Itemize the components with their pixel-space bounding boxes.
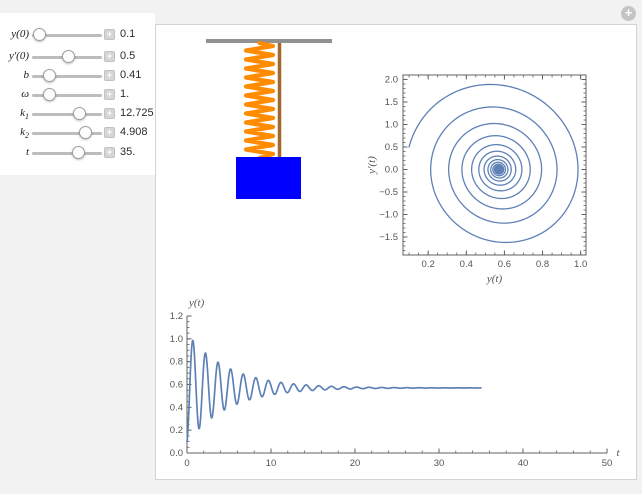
slider-label-y0: y(0) bbox=[11, 28, 29, 40]
phase-y-tick-label: 1.0 bbox=[385, 120, 398, 131]
plus-icon: + bbox=[106, 70, 113, 80]
control-row-yp0: y'(0) + 0.5 bbox=[0, 47, 155, 67]
slider-label-omega: ω bbox=[21, 88, 29, 100]
slider-label-k2: k2 bbox=[20, 126, 29, 141]
spring-mass-graphic bbox=[206, 39, 332, 199]
slider-value-k1: 12.725 bbox=[120, 107, 154, 119]
phase-x-tick-label: 0.8 bbox=[536, 259, 549, 270]
slider-label-k1: k1 bbox=[20, 107, 29, 122]
phase-y-tick-label: 1.5 bbox=[385, 97, 398, 108]
stepper-open-button[interactable]: + bbox=[104, 147, 115, 158]
slider-label-b: b bbox=[23, 69, 30, 81]
slider-label-t: t bbox=[25, 146, 29, 158]
slider-thumb[interactable] bbox=[73, 107, 86, 120]
slider-value-omega: 1. bbox=[120, 88, 130, 100]
control-row-omega: ω + 1. bbox=[0, 85, 155, 105]
control-row-b: b + 0.41 bbox=[0, 66, 155, 86]
slider-omega[interactable] bbox=[32, 87, 102, 103]
phase-x-tick-label: 1.0 bbox=[574, 259, 587, 270]
time-y-tick-label: 0.6 bbox=[170, 380, 183, 391]
time-y-tick-label: 1.2 bbox=[170, 311, 183, 322]
slider-y0[interactable] bbox=[32, 27, 102, 43]
slider-thumb[interactable] bbox=[33, 28, 47, 41]
slider-thumb[interactable] bbox=[61, 50, 75, 63]
time-x-tick-label: 30 bbox=[434, 458, 445, 469]
slider-track[interactable] bbox=[32, 34, 102, 37]
stepper-open-button[interactable]: + bbox=[104, 127, 115, 138]
slider-track[interactable] bbox=[32, 132, 102, 135]
slider-thumb[interactable] bbox=[78, 126, 92, 139]
manipulate-menu-button[interactable]: + bbox=[621, 6, 636, 21]
phase-y-tick-label: 0.5 bbox=[385, 142, 398, 153]
time-x-tick-label: 50 bbox=[602, 458, 613, 469]
control-row-y0: y(0) + 0.1 bbox=[0, 25, 155, 45]
plus-circle-icon: + bbox=[624, 5, 633, 20]
time-yaxis-label: y(t) bbox=[188, 297, 205, 309]
spring-coil bbox=[243, 40, 276, 161]
slider-track[interactable] bbox=[32, 75, 102, 78]
phase-x-tick-label: 0.6 bbox=[498, 259, 511, 270]
time-x-tick-label: 0 bbox=[184, 458, 189, 469]
slider-k2[interactable] bbox=[32, 125, 102, 141]
time-x-tick-label: 20 bbox=[350, 458, 361, 469]
display-panel bbox=[155, 24, 637, 480]
stepper-open-button[interactable]: + bbox=[104, 70, 115, 81]
slider-thumb[interactable] bbox=[71, 146, 85, 159]
plus-icon: + bbox=[106, 51, 113, 61]
slider-value-b: 0.41 bbox=[120, 69, 142, 81]
plus-icon: + bbox=[106, 89, 113, 99]
plus-icon: + bbox=[106, 29, 113, 39]
stepper-open-button[interactable]: + bbox=[104, 51, 115, 62]
phase-x-tick-label: 0.4 bbox=[460, 259, 473, 270]
phase-yaxis-label: y'(t) bbox=[366, 156, 378, 175]
phase-xaxis-label: y(t) bbox=[486, 273, 503, 285]
slider-track[interactable] bbox=[32, 94, 102, 97]
time-xaxis-label: t bbox=[616, 447, 620, 459]
time-y-tick-label: 0.2 bbox=[170, 425, 183, 436]
slider-thumb[interactable] bbox=[42, 69, 56, 82]
time-x-tick-label: 40 bbox=[518, 458, 529, 469]
phase-y-tick-label: 2.0 bbox=[385, 75, 398, 86]
plus-icon: + bbox=[106, 147, 113, 157]
time-y-tick-label: 0.8 bbox=[170, 357, 183, 368]
stepper-open-button[interactable]: + bbox=[104, 108, 115, 119]
control-row-k2: k2 + 4.908 bbox=[0, 123, 155, 143]
time-series-plot: 0 10 20 30 40 50 0.0 0.2 0.4 0.6 0.8 1.0 1.2 t y(t) bbox=[170, 297, 621, 469]
slider-k1[interactable] bbox=[32, 106, 102, 122]
slider-b[interactable] bbox=[32, 68, 102, 84]
displacement-curve bbox=[186, 339, 482, 443]
phase-y-tick-label: −1.5 bbox=[379, 232, 398, 243]
stepper-open-button[interactable]: + bbox=[104, 29, 115, 40]
mass-block bbox=[236, 157, 301, 199]
control-row-t: t + 35. bbox=[0, 143, 155, 163]
plus-icon: + bbox=[106, 127, 113, 137]
slider-track[interactable] bbox=[32, 113, 102, 116]
slider-label-yp0: y'(0) bbox=[8, 50, 29, 62]
phase-y-tick-label: −0.5 bbox=[379, 187, 398, 198]
slider-value-t: 35. bbox=[120, 146, 136, 158]
control-row-k1: k1 + 12.725 bbox=[0, 104, 155, 124]
slider-yp0[interactable] bbox=[32, 49, 102, 65]
slider-value-k2: 4.908 bbox=[120, 126, 148, 138]
time-y-tick-label: 0.4 bbox=[170, 402, 183, 413]
slider-value-y0: 0.1 bbox=[120, 28, 136, 40]
phase-plot: 0.2 0.4 0.6 0.8 1.0 −1.5 −1.0 −0.5 0.0 0.5 1.0 1.5 2… bbox=[366, 74, 587, 285]
time-x-tick-label: 10 bbox=[266, 458, 277, 469]
slider-thumb[interactable] bbox=[43, 88, 57, 101]
phase-y-tick-label: 0.0 bbox=[385, 165, 398, 176]
ceiling-bar bbox=[206, 39, 332, 43]
phase-trajectory bbox=[408, 83, 579, 244]
time-y-tick-label: 0.0 bbox=[170, 448, 183, 459]
slider-t[interactable] bbox=[32, 145, 102, 161]
slider-value-yp0: 0.5 bbox=[120, 50, 136, 62]
phase-y-tick-label: −1.0 bbox=[379, 210, 398, 221]
slider-track[interactable] bbox=[32, 152, 102, 155]
stepper-open-button[interactable]: + bbox=[104, 89, 115, 100]
time-y-tick-label: 1.0 bbox=[170, 334, 183, 345]
phase-x-tick-label: 0.2 bbox=[422, 259, 435, 270]
plus-icon: + bbox=[106, 108, 113, 118]
